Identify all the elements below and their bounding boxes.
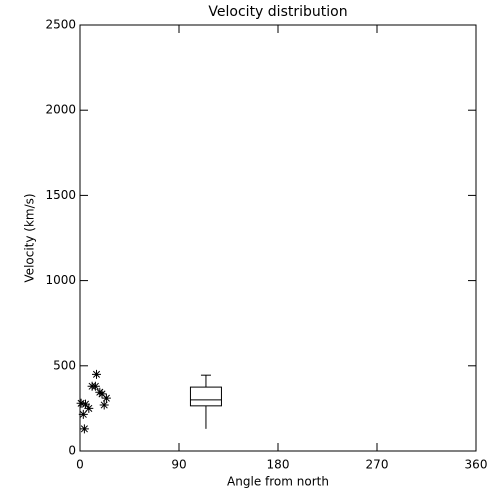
asterisk xyxy=(81,399,90,409)
asterisk xyxy=(101,393,111,403)
point xyxy=(76,398,86,408)
y-tick-label: 0 xyxy=(68,444,76,458)
asterisk xyxy=(99,400,109,410)
x-axis-label: Angle from north xyxy=(227,475,329,489)
point xyxy=(84,403,94,413)
y-tick-label: 2500 xyxy=(45,18,76,32)
x-tick-label: 0 xyxy=(76,458,84,472)
x-tick-label: 90 xyxy=(171,458,186,472)
box xyxy=(189,386,222,407)
point xyxy=(78,409,88,419)
point xyxy=(99,400,109,410)
asterisk xyxy=(79,424,89,434)
asterisk xyxy=(90,381,100,391)
x-tick-label: 360 xyxy=(465,458,488,472)
x-tick-label: 180 xyxy=(267,458,290,472)
asterisk xyxy=(76,398,86,408)
asterisk xyxy=(97,389,107,399)
point xyxy=(101,393,111,403)
chart-title: Velocity distribution xyxy=(208,4,347,20)
point xyxy=(90,381,100,391)
y-tick-label: 500 xyxy=(53,358,76,372)
asterisk xyxy=(78,409,88,419)
asterisk xyxy=(92,369,101,379)
plot-frame xyxy=(79,24,477,452)
y-axis-label: Velocity (km/s) xyxy=(23,193,37,282)
asterisk xyxy=(84,403,94,413)
y-tick-label: 2000 xyxy=(45,103,76,117)
point xyxy=(97,389,107,399)
y-tick-label: 1500 xyxy=(45,188,76,202)
y-tick-label: 1000 xyxy=(45,273,76,287)
point xyxy=(79,424,89,434)
point xyxy=(92,369,101,379)
point xyxy=(81,399,90,409)
x-tick-label: 270 xyxy=(366,458,389,472)
